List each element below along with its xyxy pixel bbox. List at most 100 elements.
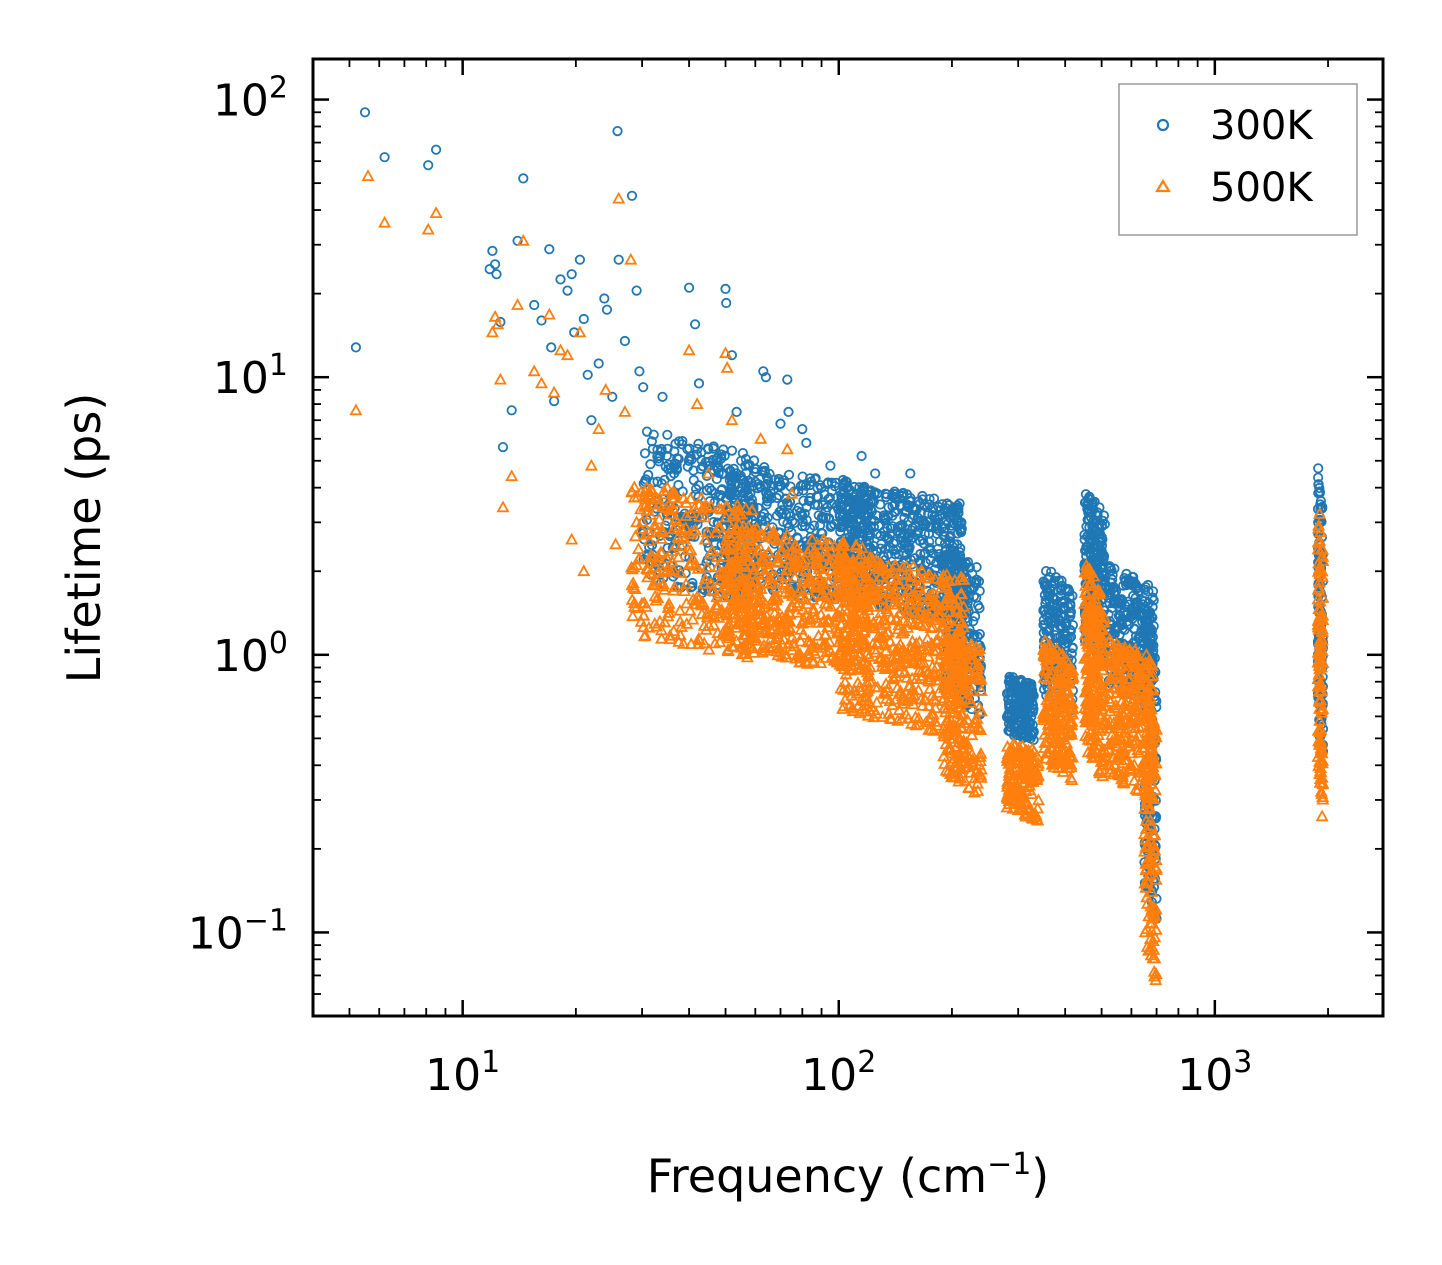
marker-300K-1381 [905, 492, 916, 504]
marker-300K-2821 [359, 107, 371, 118]
marker-300K-2851 [612, 126, 623, 137]
marker-300K-1321 [890, 548, 901, 560]
marker-300K-758 [776, 480, 787, 491]
marker-300K-2828 [491, 269, 502, 280]
marker-300K-2853 [619, 335, 631, 347]
marker-300K-1338 [893, 549, 904, 560]
marker-300K-2878 [783, 406, 794, 417]
marker-300K-187 [643, 469, 654, 480]
marker-300K-2747 [1313, 463, 1324, 474]
marker-300K-2865 [689, 319, 701, 330]
marker-300K-1378 [869, 487, 881, 498]
marker-300K-1309 [878, 526, 890, 537]
marker-300K-2847 [593, 358, 604, 369]
marker-300K-203 [676, 439, 688, 450]
marker-300K-1377 [912, 512, 923, 524]
marker-300K-112 [718, 444, 729, 455]
marker-300K-1355 [953, 520, 964, 531]
marker-300K-2855 [631, 285, 642, 296]
marker-300K-799 [744, 459, 755, 471]
marker-300K-2871 [731, 406, 742, 417]
marker-300K-158 [648, 429, 659, 440]
marker-300K-2841 [566, 269, 577, 280]
marker-300K-794 [780, 493, 791, 505]
marker-300K-528 [804, 473, 816, 484]
marker-500K-1184 [870, 695, 884, 708]
marker-300K-1354 [836, 521, 848, 533]
marker-300K-647 [798, 480, 809, 491]
marker-300K-238 [687, 581, 698, 592]
marker-300K-2854 [626, 190, 638, 201]
marker-300K-764 [765, 486, 776, 497]
marker-300K-2879 [797, 423, 808, 435]
marker-300K-2840 [562, 285, 573, 296]
marker-300K-1296 [849, 524, 860, 535]
marker-300K-1939 [1046, 566, 1057, 577]
marker-300K-807 [826, 477, 838, 488]
marker-300K-2822 [379, 152, 390, 163]
marker-300K-221 [704, 482, 715, 494]
marker-300K-253 [673, 436, 685, 447]
marker-300K-2849 [601, 304, 613, 315]
marker-300K-2843 [574, 254, 586, 265]
marker-300K-1380 [865, 486, 877, 497]
marker-300K-1288 [843, 514, 855, 525]
scatter-markers [349, 107, 1330, 986]
marker-300K-2883 [856, 450, 867, 462]
marker-300K-729 [799, 508, 810, 519]
marker-300K-241 [688, 474, 699, 486]
marker-300K-2886 [905, 468, 916, 479]
marker-300K-289 [713, 467, 724, 478]
marker-300K-1345 [838, 506, 849, 518]
marker-500K-1127 [883, 634, 897, 647]
marker-300K-1162 [878, 510, 889, 521]
marker-300K-2827 [489, 259, 501, 270]
marker-300K-2837 [546, 342, 557, 353]
marker-300K-818 [741, 485, 753, 496]
marker-300K-1314 [837, 511, 848, 522]
marker-300K-2877 [782, 374, 793, 385]
marker-300K-1225 [896, 501, 907, 512]
marker-500K-787 [812, 628, 826, 641]
marker-300K-2857 [638, 382, 649, 393]
marker-300K-2834 [529, 299, 540, 311]
marker-300K-234 [716, 453, 727, 464]
marker-300K-1337 [892, 522, 904, 533]
marker-300K-50 [701, 485, 713, 496]
marker-300K-795 [822, 477, 834, 488]
marker-300K-2868 [720, 283, 731, 294]
marker-300K-2824 [430, 144, 442, 155]
marker-300K-110 [656, 443, 667, 455]
marker-300K-2823 [423, 160, 434, 171]
marker-300K-774 [739, 499, 751, 510]
marker-300K-2861 [657, 391, 668, 402]
marker-300K-1375 [858, 482, 869, 493]
marker-300K-1315 [952, 539, 963, 550]
marker-300K-1228 [836, 493, 848, 505]
marker-300K-176 [639, 448, 651, 459]
marker-300K-2862 [662, 429, 673, 440]
marker-300K-290 [693, 480, 704, 491]
marker-300K-1379 [900, 537, 911, 549]
marker-300K-827 [759, 467, 770, 478]
marker-300K-495 [804, 523, 816, 534]
marker-300K-1302 [892, 526, 903, 537]
marker-300K-307 [685, 451, 696, 462]
marker-300K-2852 [613, 254, 624, 265]
marker-300K-665 [778, 516, 789, 527]
marker-300K-2866 [693, 378, 705, 389]
marker-300K-839 [824, 492, 836, 503]
marker-300K-2856 [634, 366, 645, 377]
marker-300K-2884 [870, 468, 881, 479]
marker-300K-1334 [883, 534, 895, 545]
marker-300K-1253 [924, 536, 935, 547]
marker-300K-668 [809, 473, 821, 485]
marker-300K-2838 [548, 395, 560, 407]
marker-300K-816 [729, 487, 740, 498]
marker-300K-2836 [544, 244, 555, 255]
marker-300K-2820 [350, 342, 361, 353]
marker-300K-268 [653, 456, 665, 467]
marker-300K-2844 [578, 313, 589, 325]
marker-300K-2831 [506, 405, 517, 416]
